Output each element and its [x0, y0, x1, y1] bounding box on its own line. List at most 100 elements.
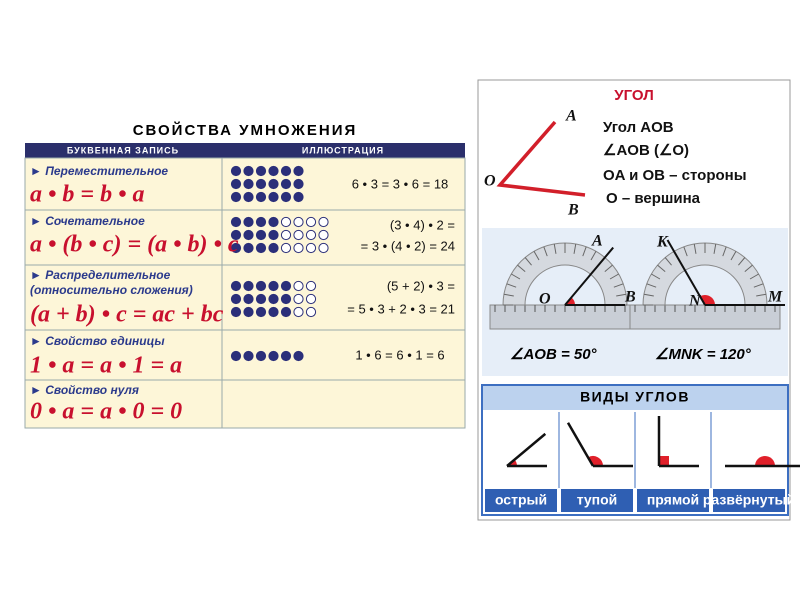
point-label: A — [565, 108, 577, 125]
dot — [230, 306, 242, 318]
header-bar — [25, 143, 465, 158]
dot — [255, 350, 267, 362]
point-label: O — [539, 291, 551, 308]
dot — [280, 229, 292, 241]
example: (3 • 4) • 2 = — [390, 217, 455, 232]
dot — [230, 229, 242, 241]
poster-title: УГОЛ — [614, 87, 653, 104]
protractor-tick — [553, 243, 557, 254]
protractor-tick — [506, 283, 517, 288]
dot — [305, 242, 317, 254]
ray — [666, 239, 706, 306]
dot — [305, 229, 317, 241]
point-label: O — [484, 173, 496, 190]
protractor-tick — [613, 283, 624, 288]
protractor-tick — [722, 246, 727, 257]
example: 1 • 6 = 6 • 1 = 6 — [355, 347, 444, 362]
dot — [243, 191, 254, 203]
dot — [293, 229, 304, 241]
angle-measure: ∠MNK = 120° — [655, 346, 752, 363]
dot — [280, 178, 292, 190]
column-header: БУКВЕННАЯ ЗАПИСЬ — [67, 145, 179, 155]
formula: 0 • a = a • 0 = 0 — [30, 399, 182, 425]
protractor-tick — [730, 251, 737, 261]
dot — [293, 216, 304, 228]
dot — [280, 216, 292, 228]
property-name: ► Свойство нуля — [30, 383, 139, 397]
protractor-tick — [744, 264, 753, 272]
dot — [230, 216, 242, 228]
dot — [318, 216, 329, 228]
dot — [280, 242, 292, 254]
dot — [268, 178, 279, 190]
dot — [293, 165, 304, 177]
dot — [305, 306, 317, 318]
property-subname: (относительно сложения) — [30, 283, 193, 297]
example: = 3 • (4 • 2) = 24 — [361, 238, 455, 253]
dot — [255, 306, 267, 318]
dot — [280, 306, 292, 318]
dot — [293, 350, 304, 362]
angle-mark — [755, 456, 775, 466]
property-name: ► Распределительное — [30, 268, 171, 282]
dot — [280, 293, 292, 305]
protractor-tick — [738, 257, 746, 266]
dot — [268, 350, 279, 362]
ray — [506, 432, 547, 467]
protractor-tick — [657, 264, 666, 272]
dot — [318, 229, 329, 241]
dot — [255, 242, 267, 254]
dot — [268, 216, 279, 228]
example: = 5 • 3 + 2 • 3 = 21 — [347, 301, 455, 316]
dot — [268, 293, 279, 305]
dot — [268, 165, 279, 177]
protractor-tick — [753, 283, 764, 288]
protractor-tick — [646, 283, 657, 288]
definition: OA и OB – стороны — [603, 167, 747, 184]
protractor-tick — [517, 264, 526, 272]
protractors — [489, 239, 785, 330]
angle-mark — [659, 456, 669, 466]
protractor-tick — [533, 251, 540, 261]
protractor-tick — [643, 293, 654, 297]
dot — [243, 350, 254, 362]
type-label-bar — [713, 489, 785, 512]
dot — [280, 350, 292, 362]
dot — [243, 165, 254, 177]
protractor-tick — [573, 243, 577, 254]
property-name: ► Переместительное — [30, 164, 168, 178]
type-label-bar — [485, 489, 557, 512]
angle-types: острый тупой прямой развёрнутый — [485, 412, 800, 512]
type-label: развёрнутый — [703, 492, 795, 508]
protractor-tick — [582, 246, 587, 257]
dot — [255, 191, 267, 203]
dot — [293, 293, 304, 305]
point-label: A — [591, 233, 603, 250]
dot — [255, 280, 267, 292]
dot — [230, 242, 242, 254]
dot — [280, 165, 292, 177]
protractor-tick — [693, 243, 697, 254]
dot — [230, 350, 242, 362]
dot — [243, 216, 254, 228]
types-header — [483, 386, 787, 410]
dot — [230, 165, 242, 177]
point-label: M — [767, 289, 783, 306]
dot — [268, 191, 279, 203]
property-name: ► Сочетательное — [30, 214, 145, 228]
poster-title: СВОЙСТВА УМНОЖЕНИЯ — [133, 121, 358, 139]
dot — [230, 178, 242, 190]
dot — [280, 280, 292, 292]
definition: O – вершина — [606, 190, 701, 207]
dot — [268, 306, 279, 318]
dot — [243, 242, 254, 254]
example: (5 + 2) • 3 = — [387, 278, 455, 293]
dot — [293, 178, 304, 190]
type-label-bar — [637, 489, 709, 512]
dot — [293, 242, 304, 254]
dot — [305, 293, 317, 305]
dot — [243, 293, 254, 305]
angle-figure — [496, 120, 586, 197]
dot — [255, 229, 267, 241]
